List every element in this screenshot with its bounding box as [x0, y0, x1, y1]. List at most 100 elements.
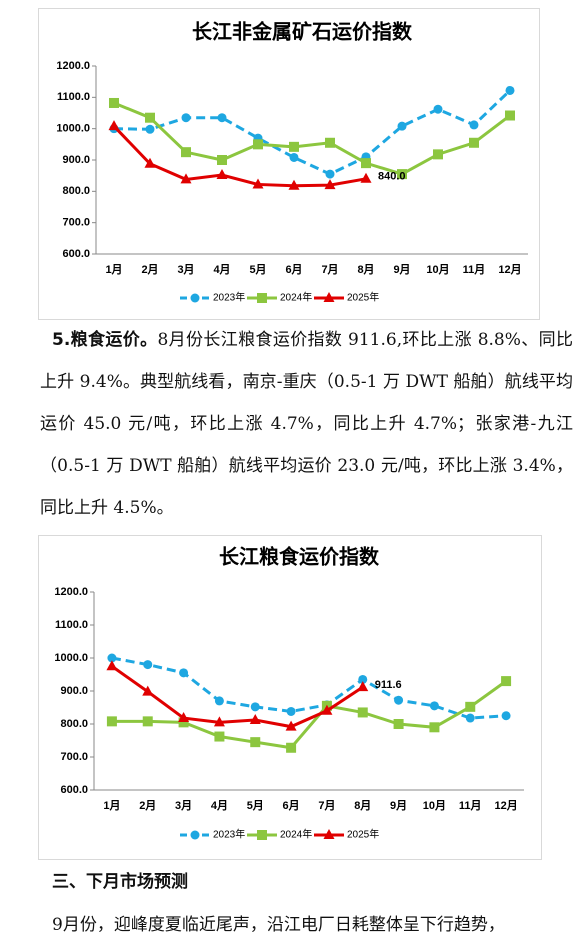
y-tick-label: 1000.0 — [56, 123, 90, 135]
data-label: 840.0 — [378, 171, 406, 183]
data-point — [433, 104, 443, 114]
x-tick-label: 8月 — [354, 799, 371, 812]
data-point — [429, 722, 440, 733]
data-point — [214, 731, 225, 742]
x-tick-label: 1月 — [105, 263, 122, 276]
data-point — [217, 155, 227, 165]
data-point — [252, 178, 264, 189]
data-point — [181, 147, 191, 158]
legend-marker — [257, 830, 267, 840]
data-point — [142, 716, 153, 727]
x-tick-label: 1月 — [103, 799, 120, 812]
data-point — [397, 121, 407, 131]
x-tick-label: 12月 — [498, 263, 521, 276]
data-point — [505, 85, 515, 95]
y-tick-label: 800.0 — [60, 718, 88, 730]
data-point — [324, 179, 336, 190]
data-point — [288, 179, 300, 190]
data-point — [465, 713, 475, 723]
y-tick-label: 1200.0 — [56, 60, 90, 72]
y-tick-label: 1100.0 — [57, 91, 90, 103]
x-tick-label: 5月 — [249, 263, 266, 276]
heading: 三、下月市场预测 — [52, 872, 188, 892]
y-tick-label: 900.0 — [62, 154, 90, 166]
data-point — [394, 695, 404, 705]
data-point — [325, 169, 335, 179]
x-tick-label: 6月 — [285, 263, 302, 276]
data-point — [321, 704, 333, 715]
data-point — [469, 137, 479, 148]
data-point — [249, 714, 261, 725]
y-tick-label: 700.0 — [62, 217, 90, 229]
legend-label: 2025年 — [347, 291, 379, 304]
data-point — [361, 158, 371, 169]
x-tick-label: 9月 — [393, 263, 410, 276]
series-line — [113, 101, 511, 176]
data-point — [250, 702, 260, 712]
y-tick-label: 600.0 — [60, 784, 88, 796]
legend-marker — [190, 830, 200, 840]
y-tick-label: 700.0 — [60, 751, 88, 763]
section-text: 8月份长江粮食运价指数 911.6,环比上涨 8.8%、同比上升 9.4%。典型… — [40, 330, 573, 518]
data-point — [145, 124, 155, 134]
data-point — [144, 157, 156, 168]
data-point — [179, 668, 189, 678]
data-point — [109, 97, 119, 108]
data-point — [106, 660, 118, 671]
data-point — [286, 706, 296, 716]
data-point — [180, 173, 192, 184]
y-tick-label: 1000.0 — [54, 652, 88, 664]
series-line — [111, 665, 364, 729]
data-point — [393, 719, 404, 729]
x-tick-label: 11月 — [463, 263, 486, 276]
data-point — [106, 716, 117, 727]
data-point — [181, 113, 191, 123]
data-point — [285, 720, 297, 731]
data-point — [216, 169, 228, 180]
data-point — [143, 660, 153, 670]
x-tick-label: 11月 — [459, 799, 482, 812]
legend-label: 2024年 — [280, 828, 312, 841]
data-label: 911.6 — [375, 679, 402, 691]
x-tick-label: 6月 — [283, 799, 300, 812]
data-point — [397, 169, 407, 180]
data-point — [501, 676, 512, 687]
chart-frame — [38, 535, 542, 860]
y-tick-label: 600.0 — [62, 248, 90, 260]
data-point — [217, 113, 227, 123]
x-tick-label: 3月 — [177, 263, 194, 276]
x-tick-label: 3月 — [175, 799, 192, 812]
x-tick-label: 4月 — [213, 263, 230, 276]
legend-marker — [257, 293, 267, 303]
legend-label: 2025年 — [347, 828, 379, 841]
data-point — [178, 717, 189, 728]
data-point — [289, 152, 299, 162]
section-paragraph: 5.粮食运价。8月份长江粮食运价指数 911.6,环比上涨 8.8%、同比上升 … — [40, 319, 573, 529]
x-tick-label: 7月 — [318, 799, 335, 812]
x-tick-label: 10月 — [426, 263, 449, 276]
data-point — [465, 701, 476, 712]
chart-title: 长江粮食运价指数 — [219, 544, 380, 568]
series-line — [111, 679, 507, 750]
data-point — [433, 149, 443, 160]
data-point — [178, 712, 190, 723]
data-point — [358, 674, 368, 684]
data-point — [213, 716, 225, 727]
y-tick-label: 900.0 — [60, 685, 88, 697]
data-point — [501, 711, 511, 721]
data-point — [360, 172, 372, 183]
x-tick-label: 4月 — [211, 799, 228, 812]
x-tick-label: 12月 — [494, 799, 517, 812]
x-tick-label: 10月 — [423, 799, 446, 812]
x-tick-label: 2月 — [141, 263, 158, 276]
data-point — [289, 141, 299, 152]
legend-label: 2023年 — [213, 291, 245, 304]
x-tick-label: 8月 — [357, 263, 374, 276]
paragraph: 9月份，迎峰度夏临近尾声，沿江电厂日耗整体呈下行趋势， — [52, 915, 505, 935]
chart-title: 长江非金属矿石运价指数 — [192, 19, 413, 43]
series-line — [111, 656, 507, 720]
legend-marker — [323, 829, 335, 839]
legend-label: 2024年 — [280, 291, 312, 304]
